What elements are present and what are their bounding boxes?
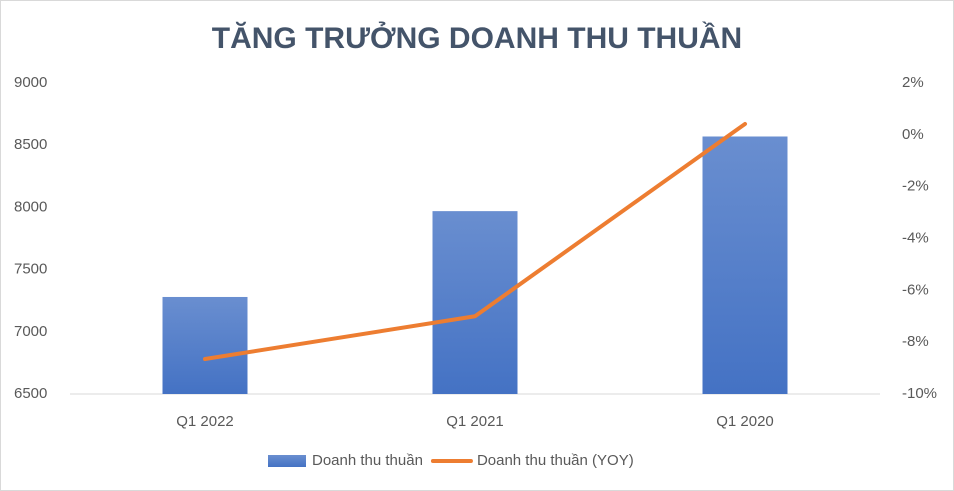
x-tick-label: Q1 2022 <box>176 413 234 430</box>
chart-title: TĂNG TRƯỞNG DOANH THU THUẦN <box>212 21 742 55</box>
y2-tick-label: -4% <box>902 229 929 246</box>
y2-tick-label: 2% <box>902 74 924 91</box>
y2-tick-label: -2% <box>902 178 929 195</box>
bar <box>162 296 248 394</box>
y-tick-label: 6500 <box>14 385 47 402</box>
legend-label: Doanh thu thuần <box>312 452 423 469</box>
y-tick-label: 7000 <box>14 323 47 340</box>
x-tick-label: Q1 2020 <box>716 413 774 430</box>
y2-tick-label: -6% <box>902 281 929 298</box>
legend-swatch <box>268 455 306 467</box>
y-tick-label: 8000 <box>14 198 47 215</box>
y2-tick-label: 0% <box>902 126 924 143</box>
legend-label: Doanh thu thuần (YOY) <box>477 452 634 469</box>
y-tick-label: 9000 <box>14 74 47 91</box>
bar <box>432 211 518 394</box>
y-tick-label: 8500 <box>14 136 47 153</box>
y2-tick-label: -10% <box>902 385 937 402</box>
line <box>203 121 747 362</box>
x-tick-label: Q1 2021 <box>446 413 504 430</box>
y2-tick-label: -8% <box>902 333 929 350</box>
bar <box>702 136 788 394</box>
y-tick-label: 7500 <box>14 261 47 278</box>
